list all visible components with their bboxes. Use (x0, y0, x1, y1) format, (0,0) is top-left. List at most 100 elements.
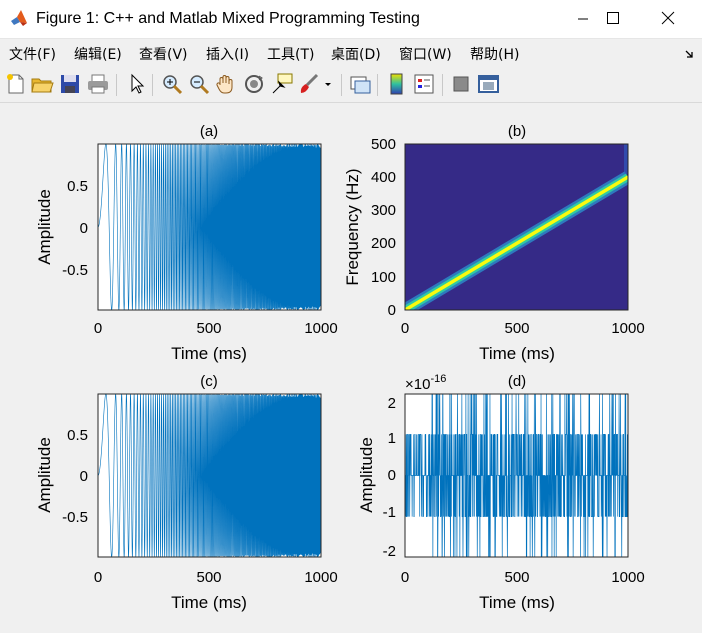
toolbar-separator (341, 74, 342, 96)
menu-desktop[interactable]: 桌面(D) (331, 47, 381, 63)
toolbar-separator (442, 74, 443, 96)
chart-title-b: (b) (508, 123, 526, 140)
xlabel-b: Time (ms) (479, 344, 555, 363)
ytick-label-a: 0.5 (67, 178, 88, 195)
ytick-label-b: 0 (388, 302, 396, 319)
xlabel-c: Time (ms) (171, 593, 247, 612)
chart-title-c: (c) (200, 373, 218, 390)
residual-line-d (405, 394, 628, 557)
insert-legend-button[interactable] (412, 72, 436, 96)
panel-c: (c) 0.5 0 -0.5 0 500 1000 Time (ms) Ampl… (35, 373, 338, 612)
ytick-label-c: -0.5 (62, 509, 88, 526)
close-icon (661, 11, 675, 25)
ylabel-a: Amplitude (35, 189, 54, 265)
ytick-label-d: -1 (383, 504, 396, 521)
zoom-out-button[interactable] (187, 72, 211, 96)
xtick-label-a: 0 (94, 320, 102, 337)
ytick-label-d: 0 (388, 467, 396, 484)
data-cursor-button[interactable] (270, 72, 294, 96)
xtick-label-d: 500 (504, 569, 529, 586)
title-bar: Figure 1: C++ and Matlab Mixed Programmi… (0, 0, 702, 39)
close-button[interactable] (645, 0, 691, 38)
xtick-label-c: 0 (94, 569, 102, 586)
xtick-label-c: 500 (196, 569, 221, 586)
ytick-label-b: 500 (371, 136, 396, 153)
menu-tools[interactable]: 工具(T) (267, 47, 315, 63)
maximize-icon (607, 12, 619, 24)
open-file-button[interactable] (30, 72, 54, 96)
link-plot-icon (350, 76, 371, 94)
pan-button[interactable] (214, 72, 238, 96)
hide-plot-tools-icon (453, 76, 469, 92)
save-icon (61, 75, 79, 93)
menu-bar: 文件(F) 编辑(E) 查看(V) 插入(I) 工具(T) 桌面(D) 窗口(W… (0, 40, 702, 66)
brush-dropdown-button[interactable] (321, 72, 335, 96)
ytick-label-c: 0.5 (67, 427, 88, 444)
xtick-label-b: 500 (504, 320, 529, 337)
hide-plot-tools-button[interactable] (449, 72, 473, 96)
residual-series-line (405, 394, 628, 557)
brush-button[interactable] (297, 72, 321, 96)
chart-title-a: (a) (200, 123, 218, 140)
xlabel-a: Time (ms) (171, 344, 247, 363)
spectrogram-ridge (405, 144, 628, 310)
select-pointer-button[interactable] (124, 72, 148, 96)
ylabel-b: Frequency (Hz) (343, 168, 362, 285)
menu-help[interactable]: 帮助(H) (470, 47, 520, 63)
xlabel-d: Time (ms) (479, 593, 555, 612)
menu-edit[interactable]: 编辑(E) (74, 47, 122, 63)
axes-b-box (404, 143, 629, 311)
ytick-label-a: -0.5 (62, 262, 88, 279)
ytick-label-c: 0 (80, 468, 88, 485)
chirp-line-a (98, 144, 321, 310)
minimize-button[interactable] (560, 0, 606, 38)
brush-icon (300, 73, 319, 93)
ytick-label-b: 400 (371, 169, 396, 186)
xtick-label-c: 1000 (304, 569, 337, 586)
show-plot-tools-button[interactable] (476, 72, 500, 96)
ylabel-d: Amplitude (357, 437, 376, 513)
window-title: Figure 1: C++ and Matlab Mixed Programmi… (36, 10, 420, 27)
select-pointer-icon (131, 73, 145, 94)
link-plot-button[interactable] (348, 72, 372, 96)
ylabel-c: Amplitude (35, 437, 54, 513)
menu-insert[interactable]: 插入(I) (206, 47, 250, 63)
insert-colorbar-button[interactable] (385, 72, 409, 96)
zoom-out-icon (190, 75, 210, 95)
xtick-label-a: 500 (196, 320, 221, 337)
insert-colorbar-icon (390, 73, 403, 95)
new-figure-icon (7, 74, 24, 94)
maximize-button[interactable] (590, 0, 636, 38)
xtick-label-d: 0 (401, 569, 409, 586)
open-file-icon (31, 78, 54, 93)
matlab-logo-icon (11, 10, 27, 26)
exponent-label: ×10-16 (405, 373, 446, 393)
panel-a: (a) 0.5 0 -0.5 0 500 1000 Time (ms) Ampl… (35, 123, 338, 363)
menu-file[interactable]: 文件(F) (9, 47, 56, 63)
menu-view[interactable]: 查看(V) (139, 47, 188, 63)
dock-arrow-icon[interactable] (684, 48, 696, 60)
print-button[interactable] (86, 72, 110, 96)
show-plot-tools-icon (478, 75, 499, 93)
axes-d-box (404, 393, 629, 558)
new-figure-button[interactable] (4, 72, 28, 96)
panel-d: (d) ×10-16 2 1 0 -1 -2 0 500 1000 Time (… (357, 373, 645, 612)
rotate-3d-button[interactable] (242, 72, 266, 96)
xtick-label-b: 1000 (611, 320, 644, 337)
panel-b: (b) 500 400 300 200 100 0 0 500 1000 Tim… (343, 123, 645, 363)
ytick-label-b: 200 (371, 235, 396, 252)
axes-a-box (97, 143, 322, 311)
save-button[interactable] (58, 72, 82, 96)
ridge-edge (624, 144, 628, 174)
ytick-label-d: 2 (388, 395, 396, 412)
menu-window[interactable]: 窗口(W) (399, 47, 452, 63)
xtick-label-d: 1000 (611, 569, 644, 586)
figure-toolbar (0, 68, 702, 103)
chirp-series-line (98, 144, 321, 310)
figure-canvas: (a) 0.5 0 -0.5 0 500 1000 Time (ms) Ampl… (0, 104, 702, 628)
zoom-in-button[interactable] (160, 72, 184, 96)
brush-dropdown-icon (325, 83, 331, 86)
ytick-label-b: 300 (371, 202, 396, 219)
ridge-peak (405, 175, 628, 310)
xtick-label-a: 1000 (304, 320, 337, 337)
